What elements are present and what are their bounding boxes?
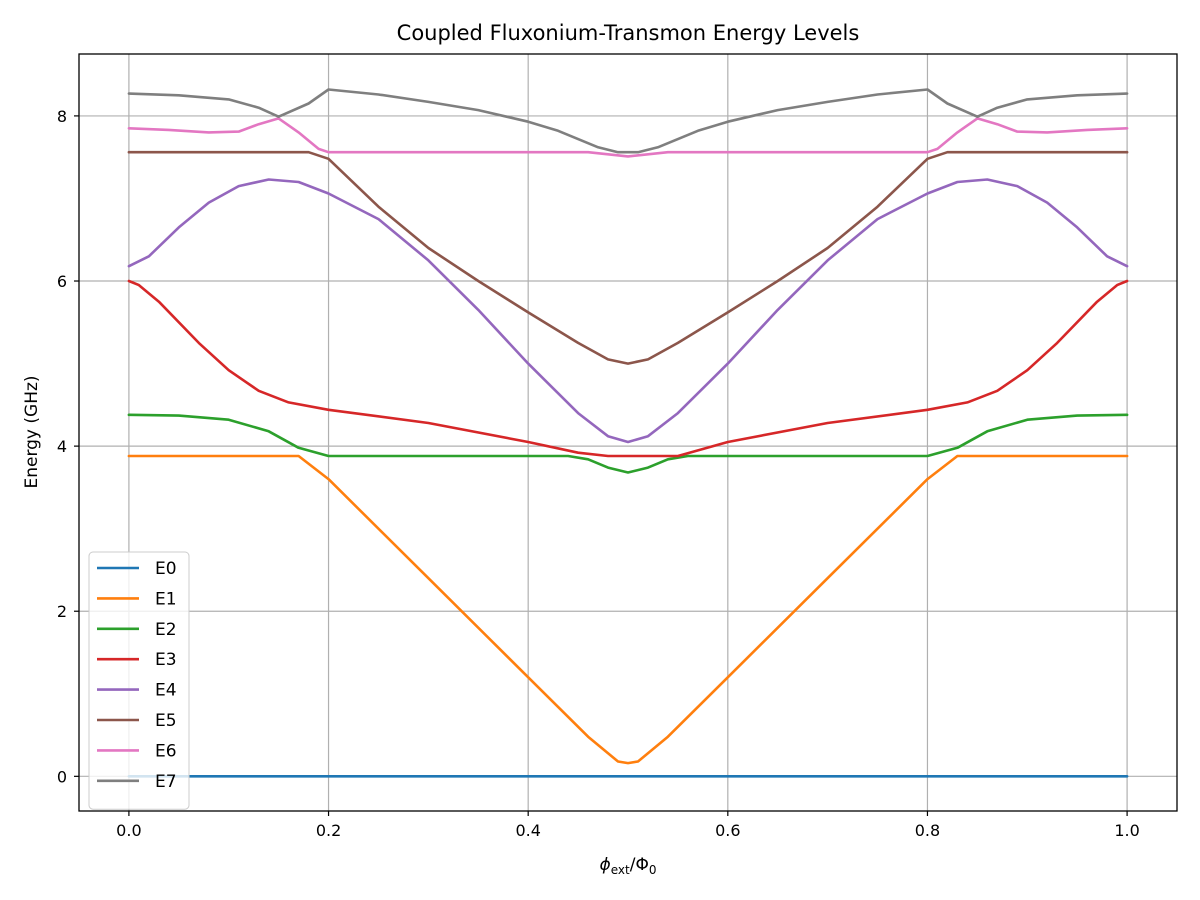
legend-label: E0: [155, 559, 177, 579]
series-line-e3: [127, 279, 1129, 458]
x-axis-label-subscript: ext: [611, 863, 630, 877]
x-tick-label: 0.8: [915, 821, 940, 840]
y-axis-ticks: 0 2 4 6 8: [57, 107, 79, 786]
x-tick-label: 0.6: [715, 821, 740, 840]
plot-series: [127, 88, 1129, 778]
legend-label: E7: [155, 772, 177, 792]
y-tick-label: 6: [57, 272, 67, 291]
x-axis-label-denominator: /Φ: [630, 855, 649, 875]
x-axis-label-subscript-2: 0: [649, 863, 657, 877]
x-tick-label: 0.4: [515, 821, 540, 840]
series-line-e1: [127, 454, 1129, 765]
x-tick-label: 0.0: [116, 821, 141, 840]
series-line-e5: [127, 150, 1129, 365]
x-axis-label: ϕext/Φ0: [600, 855, 657, 877]
x-axis-ticks: 0.0 0.2 0.4 0.6 0.8 1.0: [116, 811, 1140, 840]
x-tick-label: 0.2: [316, 821, 341, 840]
chart-title: Coupled Fluxonium-Transmon Energy Levels: [397, 21, 860, 45]
x-axis-label-symbol: ϕ: [600, 855, 611, 875]
series-line-e4: [127, 178, 1129, 444]
legend-label: E5: [155, 711, 177, 731]
y-tick-label: 8: [57, 107, 67, 126]
series-line-e7: [127, 88, 1129, 154]
y-axis-label: Energy (GHz): [22, 375, 42, 488]
legend-label: E6: [155, 741, 177, 761]
legend-label: E1: [155, 589, 177, 609]
y-tick-label: 2: [57, 602, 67, 621]
grid: [79, 54, 1177, 811]
legend-label: E3: [155, 650, 177, 670]
series-line-e2: [127, 413, 1129, 474]
plot-area-frame: [78, 53, 1178, 812]
legend-box: [88, 551, 190, 810]
legend-label: E2: [155, 620, 177, 640]
y-tick-label: 0: [57, 767, 67, 786]
series-line-e6: [127, 117, 1129, 158]
legend: E0 E1 E2 E3 E4 E5 E6 E7: [88, 551, 190, 810]
x-tick-label: 1.0: [1114, 821, 1139, 840]
legend-label: E4: [155, 681, 177, 701]
y-tick-label: 4: [57, 437, 67, 456]
